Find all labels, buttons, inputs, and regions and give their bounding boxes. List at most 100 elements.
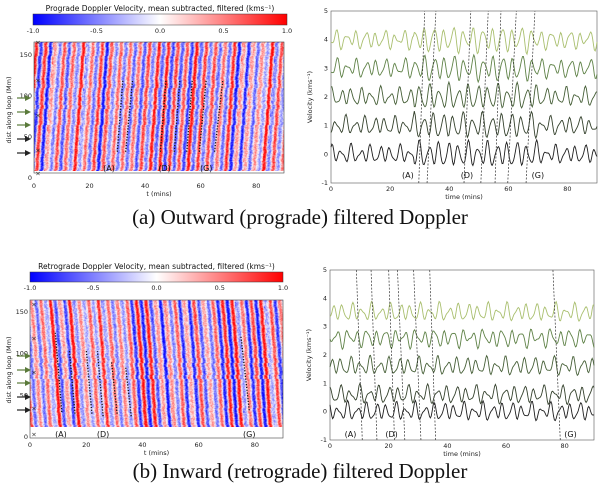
- y-tick-label: 1: [324, 122, 328, 130]
- dashed-track-line: [494, 10, 502, 184]
- y-tick-label: 0: [324, 150, 328, 158]
- dashed-track-line: [356, 269, 363, 441]
- event-label: (G): [243, 430, 255, 439]
- x-tick-label: 60: [195, 441, 203, 449]
- velocity-trace: [329, 300, 595, 322]
- x-tick-label: 20: [386, 185, 394, 193]
- dotted-track-line: [173, 79, 181, 152]
- x-tick-label: 60: [504, 185, 512, 193]
- x-tick-label: 80: [252, 182, 260, 190]
- y-tick-label: -1: [322, 179, 328, 187]
- arrow-head-icon: [25, 407, 31, 413]
- x-tick-label: 20: [82, 441, 90, 449]
- x-tick-label: 0: [32, 182, 36, 190]
- y-tick-label: 2: [324, 93, 328, 101]
- arrow-head-icon: [25, 122, 31, 128]
- y-tick-label: 0: [323, 408, 327, 416]
- prograde-doppler-map: [34, 42, 284, 171]
- y-axis-label: Velocity (kms⁻¹): [306, 71, 314, 123]
- y-axis-label: dist along loop (Mm): [5, 337, 13, 404]
- y-tick-label: 4: [323, 294, 327, 302]
- y-tick-label: 150: [16, 308, 28, 316]
- arrow-head-icon: [25, 109, 31, 115]
- dashed-track-line: [418, 10, 426, 184]
- velocity-trace: [329, 354, 595, 377]
- x-tick-label: 0: [329, 185, 333, 193]
- colorbar-tick-label: 0.0: [155, 27, 165, 35]
- dotted-track-line: [186, 79, 193, 152]
- velocity-trace: [330, 80, 598, 109]
- colorbar-tick-label: 0.5: [218, 27, 228, 35]
- x-tick-label: 0: [328, 442, 332, 450]
- dashed-track-line: [552, 269, 561, 441]
- arrow-head-icon: [25, 150, 31, 156]
- y-tick-label: 3: [323, 323, 327, 331]
- y-tick-label: 0: [28, 174, 32, 182]
- x-tick-label: 60: [502, 442, 510, 450]
- x-tick-label: 40: [443, 442, 451, 450]
- y-axis-label: Velocity (kms⁻¹): [305, 329, 313, 381]
- cross-marker: ×: [31, 431, 36, 439]
- x-tick-label: 0: [28, 441, 32, 449]
- dashed-track-line: [426, 10, 437, 184]
- y-tick-label: 50: [24, 133, 32, 141]
- x-tick-label: 20: [385, 442, 393, 450]
- cross-marker: ×: [31, 405, 36, 413]
- dotted-track-line: [85, 349, 93, 414]
- colorbar-tick-label: 1.0: [282, 27, 292, 35]
- velocity-trace: [329, 382, 595, 406]
- dotted-track-line: [159, 79, 167, 152]
- cross-marker: ×: [31, 369, 36, 377]
- colorbar-tick-label: -1.0: [27, 27, 40, 35]
- arrow-head-icon: [25, 136, 31, 142]
- colorbar-tick-label: -1.0: [24, 284, 37, 292]
- x-tick-label: 40: [445, 185, 453, 193]
- cross-marker: ×: [31, 335, 36, 343]
- dotted-track-line: [68, 349, 76, 414]
- dotted-track-line: [198, 79, 207, 152]
- arrow-head-icon: [25, 95, 31, 101]
- colorbar-tick-label: -0.5: [87, 284, 100, 292]
- colorbar-tick-label: -0.5: [90, 27, 103, 35]
- y-tick-label: 0: [24, 433, 28, 441]
- colorbar-title: Retrograde Doppler Velocity, mean subtra…: [38, 262, 275, 271]
- colorbar-title: Prograde Doppler Velocity, mean subtract…: [46, 4, 275, 13]
- dashed-track-line: [413, 269, 422, 441]
- cross-marker: ×: [35, 170, 40, 178]
- velocity-trace: [330, 138, 598, 167]
- dashed-track-line: [463, 10, 472, 184]
- dashed-track-line: [370, 269, 378, 441]
- dotted-track-line: [125, 79, 134, 152]
- event-label: (A): [103, 164, 115, 173]
- dashed-track-line: [507, 10, 517, 184]
- dashed-track-line: [388, 269, 395, 441]
- colorbar-tick-label: 0.0: [151, 284, 161, 292]
- event-label: (G): [564, 430, 576, 439]
- y-tick-label: 5: [324, 7, 328, 15]
- dotted-track-line: [96, 351, 104, 417]
- event-label: (D): [158, 164, 170, 173]
- y-axis-label: dist along loop (Mm): [5, 77, 13, 144]
- dotted-track-line: [54, 332, 63, 413]
- x-tick-label: 20: [85, 182, 93, 190]
- y-tick-label: 1: [323, 379, 327, 387]
- velocity-trace: [330, 53, 598, 84]
- dotted-track-line: [240, 335, 250, 411]
- y-tick-label: 5: [323, 266, 327, 274]
- colorbar-tick-label: 0.5: [215, 284, 225, 292]
- dotted-track-line: [124, 366, 132, 417]
- y-tick-label: 150: [20, 51, 32, 59]
- event-label: (G): [532, 171, 544, 180]
- velocity-trace: [329, 399, 595, 422]
- x-axis-label: time (mins): [443, 450, 480, 458]
- y-tick-label: 50: [20, 391, 28, 399]
- colorbar: [32, 13, 288, 26]
- velocity-trace: [330, 110, 598, 140]
- y-tick-label: 2: [323, 351, 327, 359]
- caption-a: (a) Outward (prograde) filtered Doppler: [132, 205, 468, 229]
- event-label: (D): [97, 430, 109, 439]
- caption-b: (b) Inward (retrograde) filtered Doppler: [133, 459, 468, 483]
- dashed-track-line: [429, 269, 436, 441]
